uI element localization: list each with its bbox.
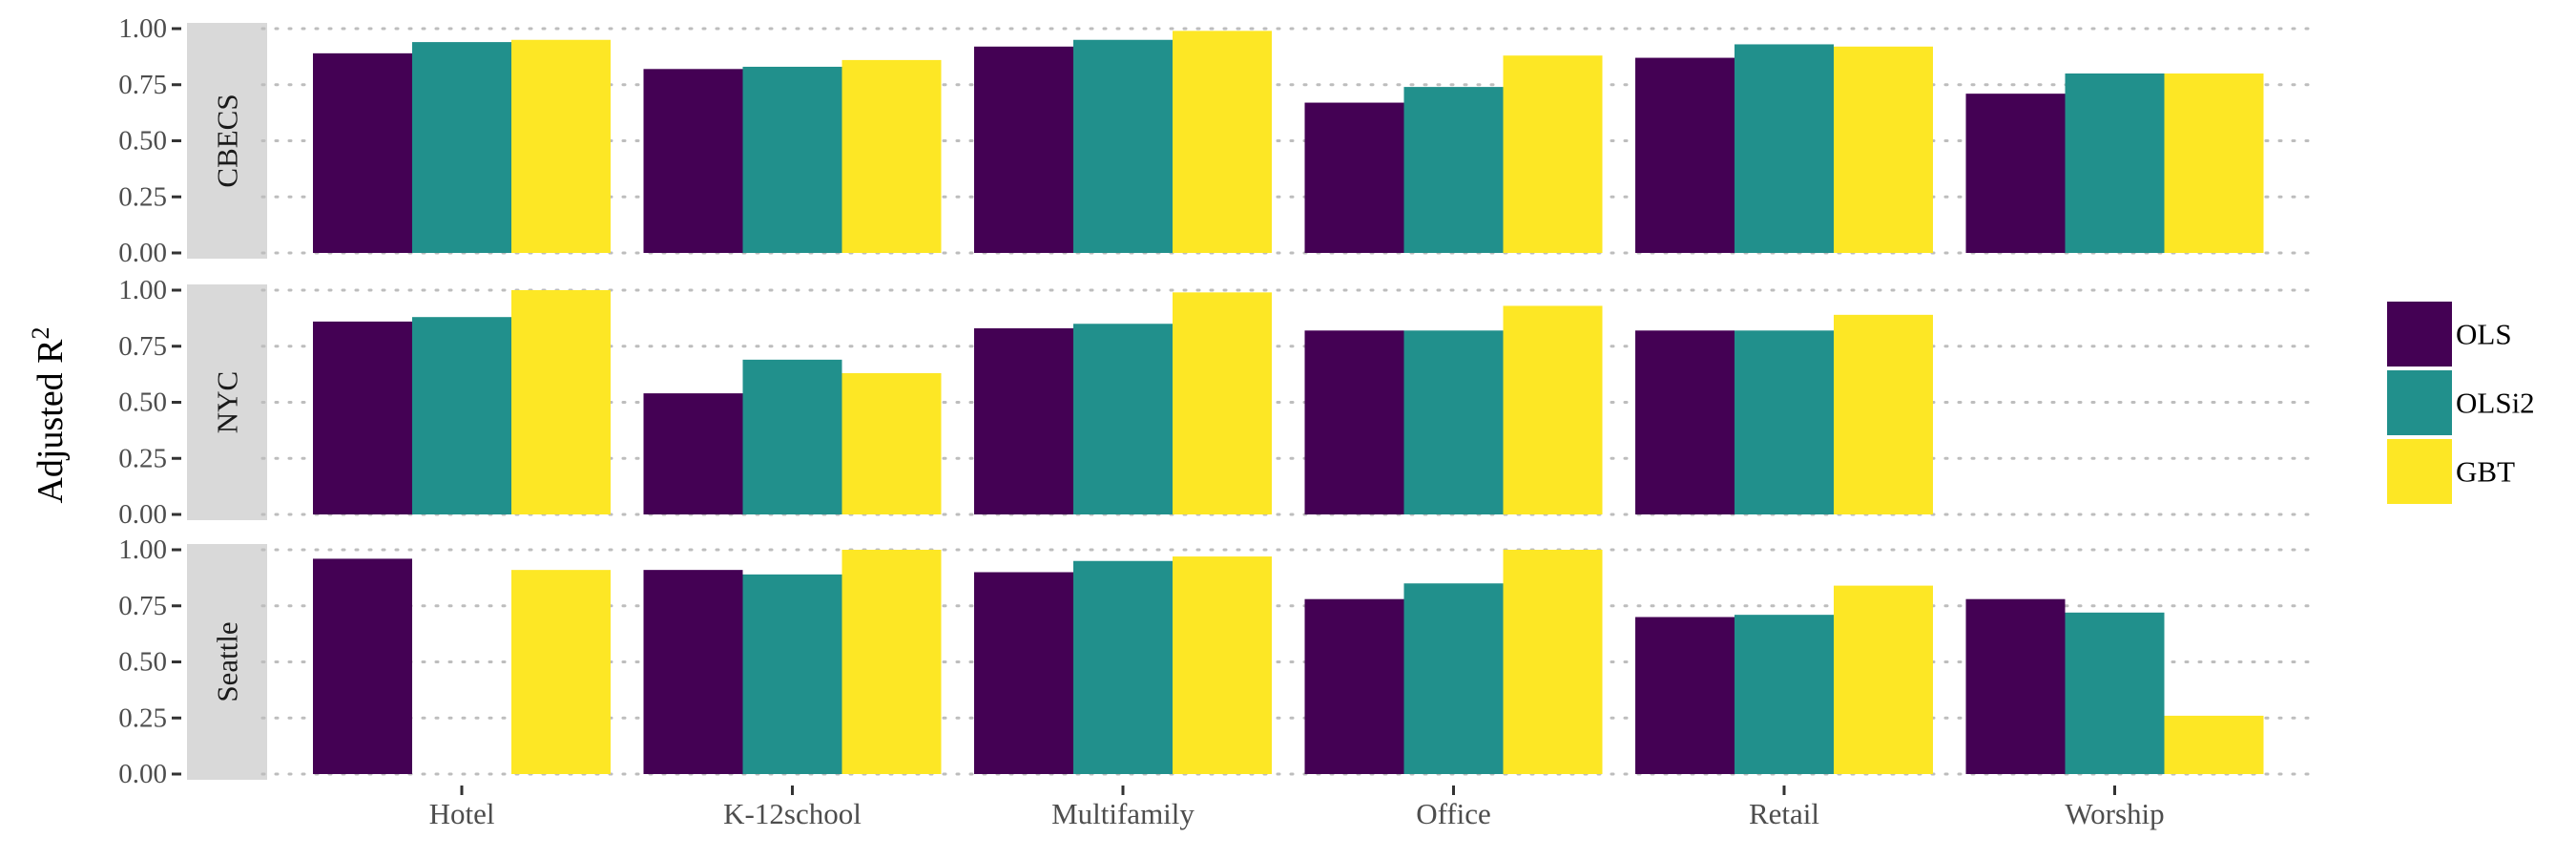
x-axis: Hotel K-12school Multifamily Office Retail Wo…: [429, 786, 2165, 830]
y-tick-label: 0.25: [118, 702, 167, 733]
bar-cbecs-office-olsi2: [1403, 87, 1504, 253]
bar-seattle-worship-ols: [1965, 598, 2066, 774]
bar-cbecs-office-ols: [1304, 102, 1404, 253]
panel-nyc: NYC 0.00 0.25 0.50 0.75 1.00: [118, 275, 2311, 530]
bar-cbecs-office-gbt: [1503, 55, 1603, 254]
legend-key-olsi2: [2387, 370, 2452, 435]
facet-label: Seattle: [211, 621, 244, 702]
y-tick-label: 0.75: [118, 591, 167, 621]
bar-seattle-hotel-ols: [313, 558, 412, 774]
x-tick-label: Office: [1416, 797, 1491, 830]
y-tick-label: 0.75: [118, 70, 167, 100]
bar-cbecs-retail-ols: [1635, 57, 1735, 253]
legend: OLS OLSi2 GBT: [2387, 302, 2535, 504]
bar-cbecs-k-12school-olsi2: [742, 66, 842, 253]
y-tick-label: 0.50: [118, 126, 167, 157]
x-tick-label: Multifamily: [1051, 797, 1195, 830]
bar-seattle-k-12school-gbt: [841, 550, 942, 774]
bar-cbecs-hotel-olsi2: [412, 42, 511, 253]
legend-label-gbt: GBT: [2456, 455, 2515, 489]
facet-label: NYC: [211, 371, 244, 433]
bar-seattle-retail-ols: [1635, 617, 1735, 774]
bar-nyc-multifamily-olsi2: [1073, 324, 1173, 514]
facet-strip: [187, 23, 267, 259]
y-tick-label: 1.00: [118, 534, 167, 565]
bar-seattle-hotel-gbt: [511, 570, 611, 774]
bar-cbecs-k-12school-gbt: [841, 59, 942, 254]
y-tick-label: 1.00: [118, 275, 167, 305]
y-axis-title-text: Adjusted R: [31, 339, 71, 504]
y-tick-label: 0.00: [118, 238, 167, 268]
bar-nyc-office-ols: [1304, 330, 1404, 514]
bar-seattle-multifamily-ols: [974, 572, 1073, 774]
bar-nyc-k-12school-gbt: [841, 372, 942, 514]
y-tick-label: 0.25: [118, 443, 167, 473]
panel-seattle: Seattle 0.00 0.25 0.50 0.75 1.00: [118, 534, 2311, 789]
y-tick-label: 0.75: [118, 331, 167, 362]
y-tick-label: 0.00: [118, 499, 167, 530]
x-tick-label: Worship: [2065, 797, 2164, 830]
bar-seattle-retail-olsi2: [1735, 615, 1834, 774]
y-tick-label: 1.00: [118, 13, 167, 44]
bar-cbecs-multifamily-olsi2: [1073, 39, 1173, 253]
y-tick-label: 0.50: [118, 388, 167, 418]
bar-cbecs-k-12school-ols: [643, 69, 743, 253]
bar-nyc-k-12school-olsi2: [742, 359, 842, 514]
bar-seattle-multifamily-gbt: [1173, 556, 1272, 774]
bar-seattle-retail-gbt: [1834, 585, 1933, 774]
bar-cbecs-multifamily-gbt: [1173, 31, 1272, 253]
bar-nyc-hotel-olsi2: [412, 317, 511, 514]
facet-strip: [187, 544, 267, 780]
bar-nyc-multifamily-ols: [974, 327, 1073, 514]
panels-layer: CBECS 0.00 0.25 0.50 0.75 1.00 NYC 0.00 0.25 0.50…: [118, 13, 2311, 789]
x-tick-label: K-12school: [723, 797, 862, 830]
bar-cbecs-multifamily-ols: [974, 46, 1073, 253]
bar-cbecs-worship-olsi2: [2065, 73, 2165, 253]
y-axis-title-superscript: 2: [27, 326, 54, 339]
bar-nyc-office-olsi2: [1403, 330, 1504, 514]
bar-seattle-multifamily-olsi2: [1073, 560, 1173, 774]
bar-cbecs-hotel-gbt: [511, 39, 611, 253]
legend-key-gbt: [2387, 439, 2452, 504]
y-tick-label: 0.00: [118, 759, 167, 789]
bar-nyc-hotel-gbt: [511, 290, 611, 514]
bar-cbecs-retail-olsi2: [1735, 44, 1834, 254]
facet-strip: [187, 284, 267, 520]
x-tick-label: Hotel: [429, 797, 495, 830]
y-tick-label: 0.25: [118, 181, 167, 212]
x-tick-label: Retail: [1749, 797, 1819, 830]
bar-cbecs-worship-ols: [1965, 94, 2066, 254]
bar-nyc-retail-gbt: [1834, 314, 1933, 514]
bar-seattle-worship-gbt: [2164, 715, 2264, 774]
legend-key-ols: [2387, 302, 2452, 367]
bar-seattle-office-olsi2: [1403, 583, 1504, 774]
bar-seattle-worship-olsi2: [2065, 612, 2165, 774]
panel-cbecs: CBECS 0.00 0.25 0.50 0.75 1.00: [118, 13, 2311, 268]
bar-nyc-retail-olsi2: [1735, 330, 1834, 514]
bar-cbecs-worship-gbt: [2164, 73, 2264, 253]
bar-nyc-multifamily-gbt: [1173, 292, 1272, 514]
legend-label-ols: OLS: [2456, 318, 2512, 351]
bar-seattle-k-12school-ols: [643, 570, 743, 774]
bar-seattle-office-ols: [1304, 598, 1404, 774]
bar-nyc-hotel-ols: [313, 321, 412, 514]
bar-nyc-retail-ols: [1635, 330, 1735, 514]
facet-label: CBECS: [211, 94, 244, 187]
bar-nyc-office-gbt: [1503, 305, 1603, 514]
bar-seattle-office-gbt: [1503, 550, 1603, 774]
bar-seattle-k-12school-olsi2: [742, 574, 842, 774]
y-axis-title: Adjusted R2: [27, 326, 71, 503]
y-tick-label: 0.50: [118, 647, 167, 678]
bar-cbecs-retail-gbt: [1834, 46, 1933, 253]
bar-nyc-k-12school-ols: [643, 393, 743, 514]
bar-cbecs-hotel-ols: [313, 52, 412, 253]
legend-label-olsi2: OLSi2: [2456, 387, 2535, 420]
